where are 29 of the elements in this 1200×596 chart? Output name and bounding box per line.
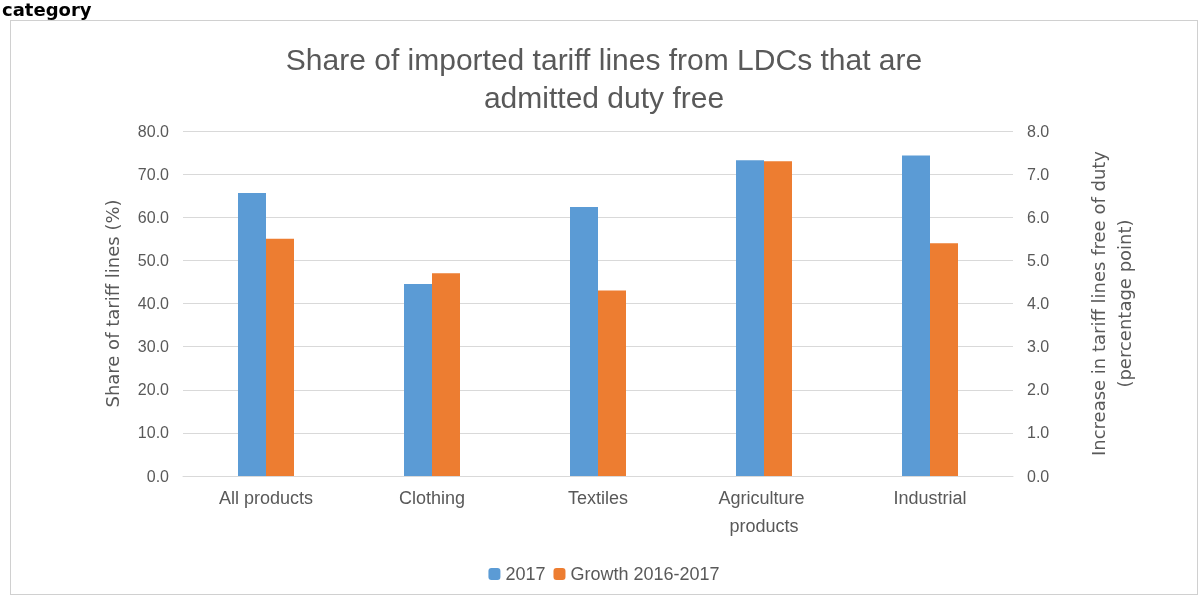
y-tick-label: 30.0	[137, 338, 170, 356]
y2-tick-label: 1.0	[1027, 424, 1050, 442]
x-tick-label: Clothing	[398, 488, 466, 508]
y2-tick-label: 2.0	[1027, 381, 1050, 399]
x-tick-label: Textiles	[567, 488, 629, 508]
y2-tick-label: 0.0	[1027, 467, 1050, 485]
legend-label: 2017	[505, 564, 546, 584]
y2-tick-label: 4.0	[1027, 295, 1050, 312]
y-tick-label: 80.0	[137, 122, 170, 140]
chart-title: Share of imported tariff lines from LDCs that are admitted duty free	[285, 42, 923, 114]
y-tick-label: 20.0	[137, 381, 170, 399]
y-tick-label: 40.0	[137, 295, 170, 312]
x-tick-label: Industrial	[893, 488, 967, 508]
y2-axis-title: Increase in tariff lines free of duty (percentage point)	[1087, 150, 1135, 457]
y2-tick-label: 7.0	[1027, 165, 1050, 183]
y2-tick-label: 8.0	[1027, 122, 1050, 140]
x-tick-label: Agriculture products	[718, 488, 810, 536]
y2-tick-label: 5.0	[1027, 251, 1050, 269]
y-axis-title: Share of tariff lines (%)	[101, 199, 123, 408]
y2-tick-label: 6.0	[1027, 208, 1050, 226]
y-tick-label: 60.0	[137, 208, 170, 226]
text: category	[2, 0, 92, 20]
y-tick-label: 10.0	[137, 424, 170, 442]
y2-tick-label: 3.0	[1027, 338, 1050, 356]
y-tick-label: 0.0	[146, 467, 170, 485]
legend-label: Growth 2016-2017	[570, 564, 720, 584]
y-tick-label: 70.0	[137, 165, 170, 183]
x-tick-label: All products	[218, 488, 314, 508]
y-tick-label: 50.0	[137, 251, 170, 269]
